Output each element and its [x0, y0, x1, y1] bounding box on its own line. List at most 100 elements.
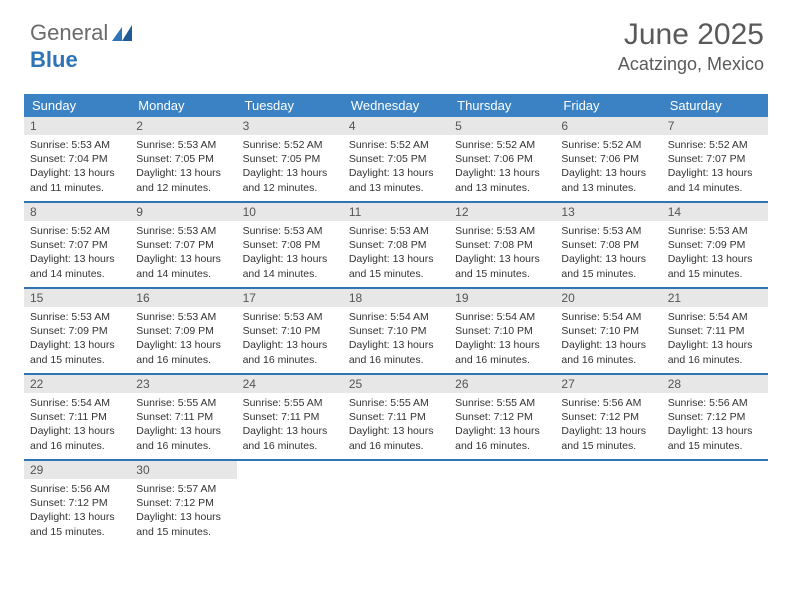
sunrise-line: Sunrise: 5:54 AM — [668, 310, 762, 324]
day-number: 15 — [24, 289, 130, 307]
daylight-line-1: Daylight: 13 hours — [349, 424, 443, 438]
daylight-line-1: Daylight: 13 hours — [349, 252, 443, 266]
day-number: 21 — [662, 289, 768, 307]
sunset-line: Sunset: 7:12 PM — [668, 410, 762, 424]
sunrise-line: Sunrise: 5:52 AM — [30, 224, 124, 238]
calendar-day-cell: 2Sunrise: 5:53 AMSunset: 7:05 PMDaylight… — [130, 117, 236, 201]
brand-part1: General — [30, 20, 108, 45]
calendar-day-cell: 26Sunrise: 5:55 AMSunset: 7:12 PMDayligh… — [449, 375, 555, 459]
daylight-line-1: Daylight: 13 hours — [668, 338, 762, 352]
daylight-line-2: and 11 minutes. — [30, 181, 124, 195]
sunrise-line: Sunrise: 5:54 AM — [455, 310, 549, 324]
day-number: 22 — [24, 375, 130, 393]
daylight-line-1: Daylight: 13 hours — [243, 166, 337, 180]
daylight-line-1: Daylight: 13 hours — [668, 252, 762, 266]
daylight-line-2: and 12 minutes. — [243, 181, 337, 195]
sunset-line: Sunset: 7:12 PM — [561, 410, 655, 424]
sunrise-line: Sunrise: 5:56 AM — [561, 396, 655, 410]
daylight-line-2: and 14 minutes. — [243, 267, 337, 281]
calendar-day-cell: 24Sunrise: 5:55 AMSunset: 7:11 PMDayligh… — [237, 375, 343, 459]
sunrise-line: Sunrise: 5:53 AM — [30, 310, 124, 324]
daylight-line-1: Daylight: 13 hours — [561, 338, 655, 352]
calendar-day-cell: 10Sunrise: 5:53 AMSunset: 7:08 PMDayligh… — [237, 203, 343, 287]
sunset-line: Sunset: 7:09 PM — [136, 324, 230, 338]
sunrise-line: Sunrise: 5:55 AM — [349, 396, 443, 410]
calendar-day-cell: 1Sunrise: 5:53 AMSunset: 7:04 PMDaylight… — [24, 117, 130, 201]
header-block: June 2025 Acatzingo, Mexico — [618, 18, 764, 75]
sunset-line: Sunset: 7:10 PM — [349, 324, 443, 338]
sunset-line: Sunset: 7:12 PM — [136, 496, 230, 510]
sunset-line: Sunset: 7:08 PM — [349, 238, 443, 252]
daylight-line-2: and 15 minutes. — [668, 439, 762, 453]
day-number: 4 — [343, 117, 449, 135]
day-number: 10 — [237, 203, 343, 221]
calendar-day-cell: 19Sunrise: 5:54 AMSunset: 7:10 PMDayligh… — [449, 289, 555, 373]
day-number: 19 — [449, 289, 555, 307]
daylight-line-1: Daylight: 13 hours — [136, 424, 230, 438]
day-number: 18 — [343, 289, 449, 307]
daylight-line-2: and 16 minutes. — [455, 439, 549, 453]
calendar-day-cell: 15Sunrise: 5:53 AMSunset: 7:09 PMDayligh… — [24, 289, 130, 373]
sunrise-line: Sunrise: 5:57 AM — [136, 482, 230, 496]
calendar-day-cell: 6Sunrise: 5:52 AMSunset: 7:06 PMDaylight… — [555, 117, 661, 201]
sunset-line: Sunset: 7:07 PM — [668, 152, 762, 166]
sunrise-line: Sunrise: 5:53 AM — [136, 310, 230, 324]
calendar-day-cell: 11Sunrise: 5:53 AMSunset: 7:08 PMDayligh… — [343, 203, 449, 287]
daylight-line-1: Daylight: 13 hours — [455, 166, 549, 180]
daylight-line-1: Daylight: 13 hours — [243, 338, 337, 352]
brand-logo: General Blue — [30, 20, 134, 73]
page-title: June 2025 — [618, 18, 764, 52]
weekday-header: Monday — [130, 94, 236, 117]
daylight-line-1: Daylight: 13 hours — [349, 166, 443, 180]
calendar-week-row: 15Sunrise: 5:53 AMSunset: 7:09 PMDayligh… — [24, 289, 768, 375]
calendar-day-cell: 17Sunrise: 5:53 AMSunset: 7:10 PMDayligh… — [237, 289, 343, 373]
sunset-line: Sunset: 7:06 PM — [561, 152, 655, 166]
sunset-line: Sunset: 7:11 PM — [349, 410, 443, 424]
daylight-line-1: Daylight: 13 hours — [561, 166, 655, 180]
daylight-line-2: and 16 minutes. — [455, 353, 549, 367]
sunrise-line: Sunrise: 5:53 AM — [455, 224, 549, 238]
sunrise-line: Sunrise: 5:56 AM — [30, 482, 124, 496]
day-number: 30 — [130, 461, 236, 479]
sunrise-line: Sunrise: 5:52 AM — [561, 138, 655, 152]
daylight-line-2: and 14 minutes. — [30, 267, 124, 281]
daylight-line-2: and 16 minutes. — [136, 439, 230, 453]
daylight-line-1: Daylight: 13 hours — [455, 338, 549, 352]
sunrise-line: Sunrise: 5:55 AM — [136, 396, 230, 410]
day-number: 9 — [130, 203, 236, 221]
calendar-week-row: 22Sunrise: 5:54 AMSunset: 7:11 PMDayligh… — [24, 375, 768, 461]
sunset-line: Sunset: 7:11 PM — [243, 410, 337, 424]
weekday-header: Friday — [555, 94, 661, 117]
weekday-header: Sunday — [24, 94, 130, 117]
daylight-line-1: Daylight: 13 hours — [455, 252, 549, 266]
calendar-day-cell: 12Sunrise: 5:53 AMSunset: 7:08 PMDayligh… — [449, 203, 555, 287]
day-number: 5 — [449, 117, 555, 135]
weekday-header: Wednesday — [343, 94, 449, 117]
day-number: 26 — [449, 375, 555, 393]
daylight-line-1: Daylight: 13 hours — [136, 252, 230, 266]
daylight-line-2: and 13 minutes. — [455, 181, 549, 195]
calendar-day-cell: 20Sunrise: 5:54 AMSunset: 7:10 PMDayligh… — [555, 289, 661, 373]
calendar-day-cell: 16Sunrise: 5:53 AMSunset: 7:09 PMDayligh… — [130, 289, 236, 373]
sunrise-line: Sunrise: 5:52 AM — [349, 138, 443, 152]
daylight-line-2: and 16 minutes. — [136, 353, 230, 367]
sunset-line: Sunset: 7:07 PM — [136, 238, 230, 252]
day-number: 17 — [237, 289, 343, 307]
day-number: 13 — [555, 203, 661, 221]
calendar-day-cell: 9Sunrise: 5:53 AMSunset: 7:07 PMDaylight… — [130, 203, 236, 287]
calendar-empty-cell — [555, 461, 661, 545]
daylight-line-1: Daylight: 13 hours — [243, 252, 337, 266]
daylight-line-2: and 15 minutes. — [561, 267, 655, 281]
daylight-line-2: and 15 minutes. — [349, 267, 443, 281]
daylight-line-1: Daylight: 13 hours — [349, 338, 443, 352]
sunset-line: Sunset: 7:11 PM — [136, 410, 230, 424]
calendar-empty-cell — [662, 461, 768, 545]
day-number: 23 — [130, 375, 236, 393]
sunrise-line: Sunrise: 5:53 AM — [136, 138, 230, 152]
sunrise-line: Sunrise: 5:52 AM — [668, 138, 762, 152]
calendar-week-row: 8Sunrise: 5:52 AMSunset: 7:07 PMDaylight… — [24, 203, 768, 289]
calendar-empty-cell — [449, 461, 555, 545]
calendar-day-cell: 25Sunrise: 5:55 AMSunset: 7:11 PMDayligh… — [343, 375, 449, 459]
sunset-line: Sunset: 7:04 PM — [30, 152, 124, 166]
daylight-line-2: and 16 minutes. — [243, 353, 337, 367]
